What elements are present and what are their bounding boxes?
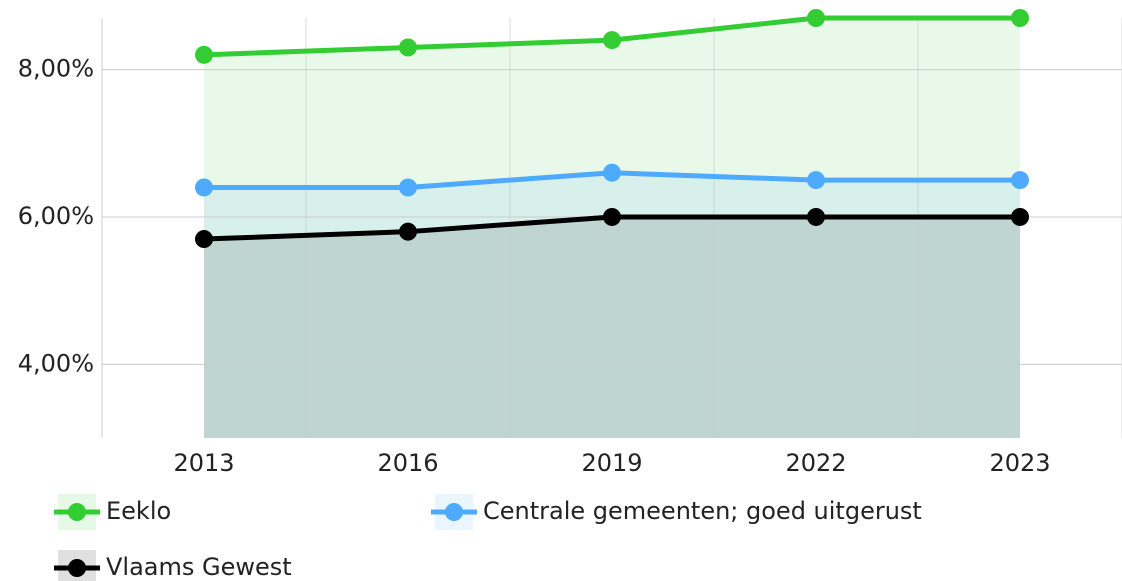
legend-label: Vlaams Gewest [106,553,292,581]
point [807,9,825,27]
legend-label: Eeklo [106,497,171,525]
legend-marker [445,503,463,521]
point [807,207,825,226]
point [195,178,213,197]
point [399,222,417,241]
point [399,38,417,57]
legend-marker [68,503,86,521]
x-tick-label: 2016 [377,449,438,477]
x-tick-label: 2023 [989,449,1050,477]
y-tick-label: 6,00% [18,202,94,230]
point [603,207,621,226]
point [603,163,621,182]
legend-label: Centrale gemeenten; goed uitgerust [483,497,922,525]
point [807,171,825,190]
x-tick-label: 2022 [785,449,846,477]
point [1011,9,1029,27]
x-tick-label: 2019 [581,449,642,477]
point [195,230,213,249]
x-tick-label: 2013 [173,449,234,477]
y-tick-label: 8,00% [18,55,94,83]
area [204,18,1020,438]
area [204,216,1020,438]
point [195,45,213,64]
point [399,178,417,197]
y-tick-label: 4,00% [18,349,94,377]
legend-marker [68,559,86,577]
point [1011,207,1029,226]
point [1011,171,1029,190]
point [603,31,621,50]
